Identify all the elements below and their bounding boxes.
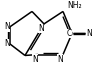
Text: N: N [57,55,63,63]
Text: N: N [4,22,10,31]
Text: N: N [32,55,38,63]
Text: N: N [38,24,44,33]
Text: NH₂: NH₂ [67,2,82,10]
Text: C: C [67,29,72,38]
Text: N: N [4,39,10,49]
Text: N: N [86,29,92,38]
